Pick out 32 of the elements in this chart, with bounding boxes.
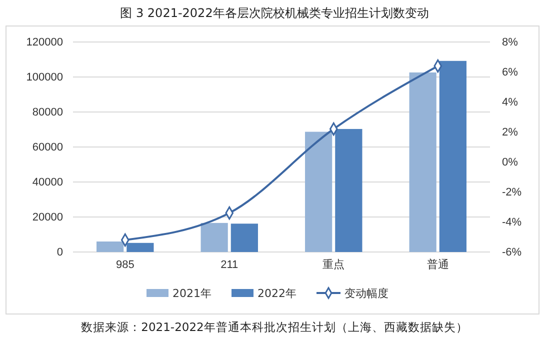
bar bbox=[230, 224, 258, 252]
bar bbox=[126, 242, 154, 252]
x-tick-label: 重点 bbox=[322, 258, 345, 271]
bar bbox=[96, 242, 124, 252]
y2-tick-label: 4% bbox=[502, 96, 518, 109]
y2-tick-label: -4% bbox=[502, 216, 522, 229]
y-tick-label: 0 bbox=[56, 246, 63, 259]
legend-label: 2021年 bbox=[172, 287, 212, 300]
bar bbox=[335, 128, 362, 252]
bar bbox=[409, 72, 436, 252]
y-tick-label: 100000 bbox=[26, 72, 63, 84]
y-tick-label: 120000 bbox=[26, 36, 63, 49]
legend-label: 2022年 bbox=[258, 287, 296, 300]
x-tick-label: 普通 bbox=[426, 258, 449, 271]
bar bbox=[439, 60, 466, 252]
x-tick-label: 211 bbox=[220, 258, 238, 271]
source-note: 数据来源：2021-2022年普通本科批次招生计划（上海、西藏数据缺失） bbox=[81, 320, 468, 334]
bar bbox=[200, 222, 228, 252]
y2-tick-label: -2% bbox=[502, 186, 522, 199]
y2-tick-label: 0% bbox=[502, 156, 518, 169]
y-tick-label: 20000 bbox=[32, 212, 63, 224]
y-tick-label: 60000 bbox=[32, 142, 63, 154]
y2-tick-label: 2% bbox=[502, 126, 518, 139]
x-tick-label: 985 bbox=[116, 258, 134, 271]
y2-tick-label: 6% bbox=[502, 66, 518, 79]
bar bbox=[305, 132, 332, 252]
y-tick-label: 40000 bbox=[32, 176, 63, 189]
y2-tick-label: -6% bbox=[502, 246, 522, 259]
y-tick-label: 80000 bbox=[32, 106, 63, 119]
chart-title: 图 3 2021-2022年各层次院校机械类专业招生计划数变动 bbox=[120, 6, 429, 20]
legend-label: 变动幅度 bbox=[344, 287, 388, 300]
y2-tick-label: 8% bbox=[502, 36, 518, 49]
